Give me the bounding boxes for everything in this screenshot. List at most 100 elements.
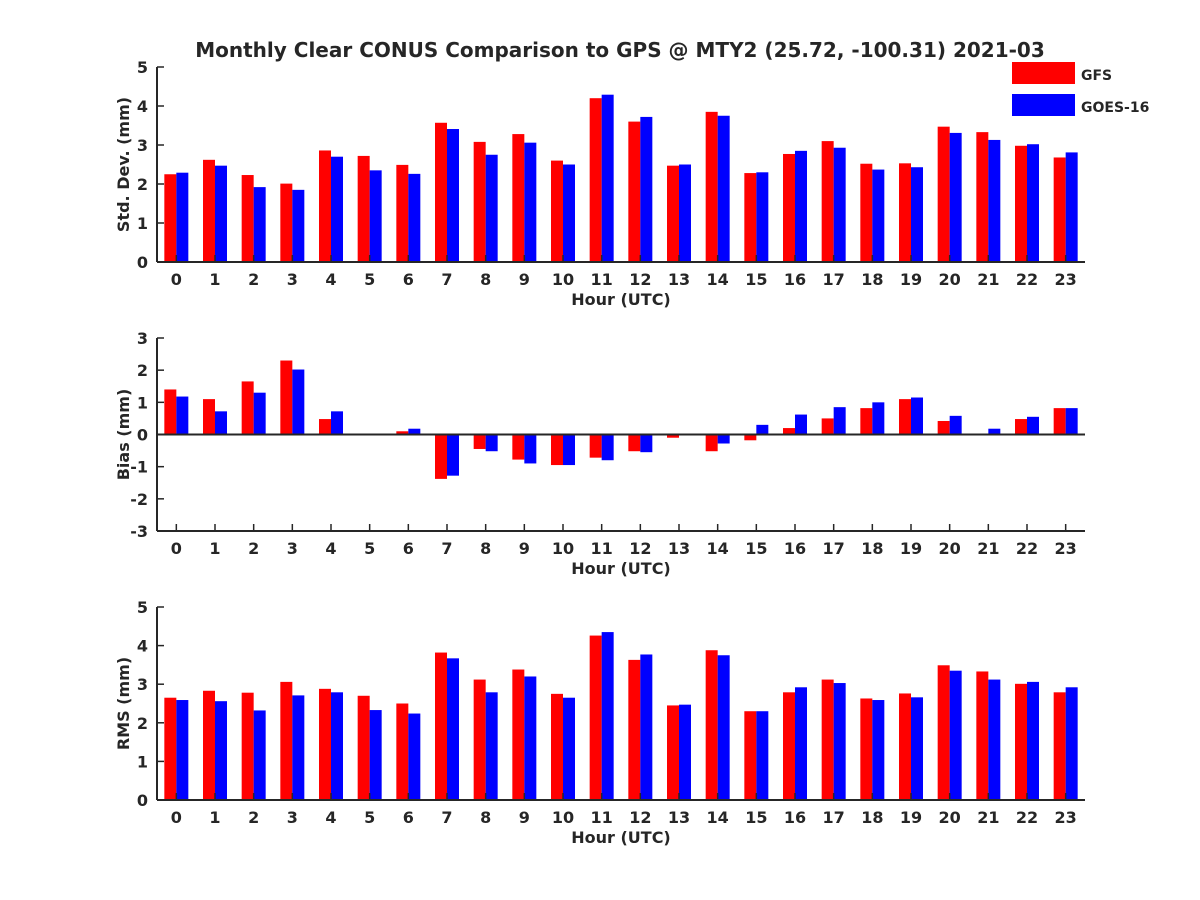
bar-gfs-hour-17 [821,418,834,435]
bar-goes16-hour-4 [331,156,343,262]
bar-gfs-hour-3 [280,681,293,800]
bar-gfs-hour-7 [435,122,447,263]
x-tick-label: 5 [364,808,375,827]
bar-goes16-hour-11 [601,434,614,461]
bar-goes16-hour-7 [447,434,459,476]
bar-goes16-hour-5 [369,170,382,262]
bar-goes16-hour-14 [717,434,730,444]
bar-goes16-hour-16 [795,150,807,262]
bar-gfs-hour-10 [551,160,563,262]
bar-gfs-hour-12 [628,121,641,262]
bar-gfs-hour-19 [899,693,911,800]
bar-gfs-hour-2 [241,692,254,800]
bar-goes16-hour-8 [485,692,498,800]
bar-goes16-hour-23 [1065,408,1078,435]
bar-goes16-hour-22 [1027,681,1039,800]
x-tick-label: 18 [861,539,883,558]
y-tick-label: 5 [137,598,148,617]
bar-gfs-hour-3 [280,360,293,435]
x-tick-label: 1 [209,539,220,558]
bar-goes16-hour-1 [215,411,227,435]
x-tick-label: 22 [1016,808,1038,827]
x-tick-label: 23 [1055,539,1077,558]
x-tick-label: 4 [325,270,336,289]
x-tick-label: 2 [248,539,259,558]
x-axis-label: Hour (UTC) [571,290,671,309]
x-tick-label: 5 [364,539,375,558]
bar-gfs-hour-23 [1053,692,1066,800]
bar-gfs-hour-14 [705,434,718,452]
x-tick-label: 16 [784,270,806,289]
bar-gfs-hour-18 [860,698,873,800]
bar-goes16-hour-21 [988,679,1001,800]
x-tick-label: 0 [171,808,182,827]
x-tick-label: 8 [480,270,491,289]
bar-goes16-hour-19 [911,397,923,435]
x-tick-label: 23 [1055,270,1077,289]
bar-gfs-hour-20 [937,420,950,435]
x-tick-label: 23 [1055,808,1077,827]
bar-gfs-hour-11 [589,98,602,262]
x-tick-label: 3 [287,539,298,558]
bar-gfs-hour-22 [1015,419,1027,435]
x-tick-label: 21 [977,539,999,558]
bar-gfs-hour-23 [1053,408,1066,435]
x-tick-label: 0 [171,270,182,289]
bar-gfs-hour-23 [1053,157,1066,262]
x-tick-label: 20 [939,808,961,827]
bar-goes16-hour-0 [176,700,189,800]
bar-goes16-hour-8 [485,154,498,262]
bar-goes16-hour-0 [176,172,189,262]
bar-goes16-hour-2 [253,187,266,262]
bar-gfs-hour-17 [821,679,834,800]
y-tick-label: 0 [137,426,148,445]
bar-goes16-hour-4 [331,411,343,435]
bar-goes16-hour-13 [679,164,691,262]
bar-goes16-hour-1 [215,701,227,800]
bar-goes16-hour-15 [756,711,769,800]
x-tick-label: 4 [325,808,336,827]
x-tick-label: 15 [745,539,767,558]
bar-goes16-hour-12 [640,116,653,262]
bar-goes16-hour-10 [563,434,575,466]
bar-gfs-hour-21 [976,671,989,800]
y-tick-label: 3 [137,136,148,155]
bar-gfs-hour-16 [783,153,795,262]
x-tick-label: 20 [939,270,961,289]
x-tick-label: 12 [629,539,651,558]
bar-goes16-hour-3 [292,695,305,800]
y-tick-label: 0 [137,791,148,810]
bar-goes16-hour-17 [833,147,846,262]
bar-gfs-hour-21 [976,132,989,262]
bar-goes16-hour-11 [601,632,614,800]
bar-gfs-hour-0 [164,389,177,435]
y-tick-label: 4 [137,97,148,116]
x-tick-label: 14 [707,270,729,289]
bar-goes16-hour-6 [408,428,421,435]
bar-gfs-hour-12 [628,434,641,452]
bar-gfs-hour-11 [589,434,602,458]
bar-gfs-hour-5 [357,155,370,262]
x-tick-label: 2 [248,270,259,289]
y-tick-label: -2 [130,490,148,509]
x-tick-label: 8 [480,539,491,558]
bar-gfs-hour-16 [783,692,795,800]
bar-gfs-hour-2 [241,381,254,435]
bar-goes16-hour-19 [911,167,923,262]
bar-goes16-hour-14 [717,655,730,800]
bar-gfs-hour-18 [860,163,873,262]
x-axis-label: Hour (UTC) [571,828,671,847]
x-tick-label: 2 [248,808,259,827]
bar-goes16-hour-1 [215,165,227,262]
x-tick-label: 7 [441,808,452,827]
x-tick-label: 9 [519,270,530,289]
bar-goes16-hour-10 [563,164,575,262]
y-tick-label: 0 [137,253,148,272]
legend: GFS GOES-16 [1012,62,1149,116]
bar-goes16-hour-23 [1065,152,1078,262]
x-tick-label: 1 [209,270,220,289]
bar-goes16-hour-14 [717,115,730,262]
x-tick-label: 7 [441,539,452,558]
x-tick-label: 14 [707,808,729,827]
y-tick-label: -1 [130,458,148,477]
